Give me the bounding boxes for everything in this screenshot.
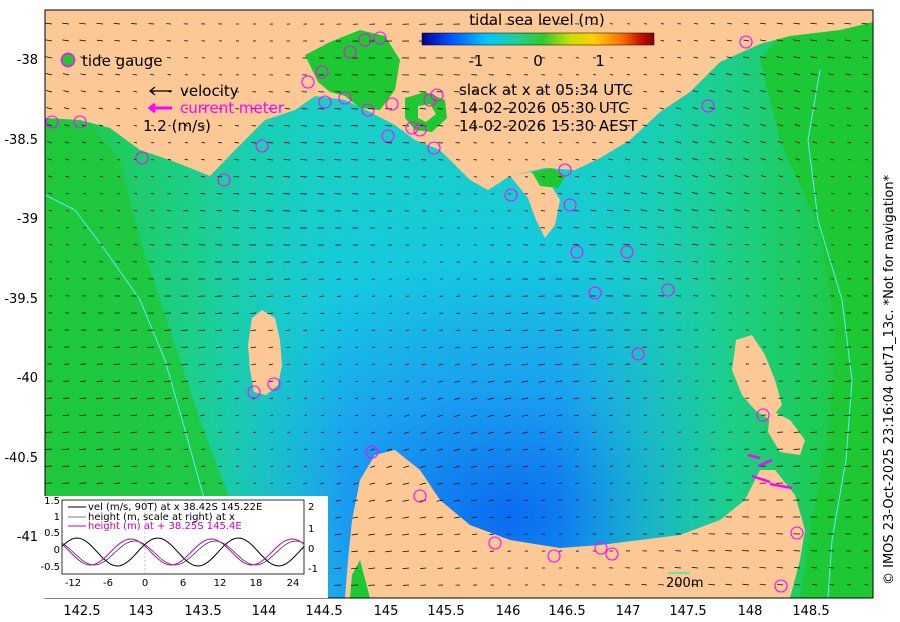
inset-velocity-curve bbox=[61, 537, 305, 567]
inset-x-tick: -12 bbox=[65, 578, 81, 589]
x-tick-label: 146.5 bbox=[548, 604, 585, 619]
colorbar-tick: -1 bbox=[469, 52, 484, 70]
y-tick-label: -39 bbox=[17, 212, 38, 227]
inset-x-tick: 12 bbox=[214, 578, 227, 589]
x-tick-label: 144 bbox=[252, 604, 277, 619]
colorbar-tick: 1 bbox=[595, 52, 605, 70]
mainland-land bbox=[45, 10, 873, 190]
inset-x-tick: -6 bbox=[103, 578, 113, 589]
legend-tide-gauge: tide gauge bbox=[82, 52, 163, 70]
y-tick-label: -38 bbox=[17, 53, 38, 68]
current-meter-icon bbox=[147, 102, 172, 114]
inset-x-tick: 0 bbox=[142, 578, 148, 589]
info-slack: slack at x at 05:34 UTC bbox=[459, 81, 633, 99]
inset-y-tick: -0.5 bbox=[40, 562, 60, 573]
scale-bar-label: 200m bbox=[666, 576, 703, 591]
inset-x-tick: 6 bbox=[180, 578, 186, 589]
inset-y2-tick: -1 bbox=[308, 564, 318, 575]
inset-x-tick: 18 bbox=[250, 578, 263, 589]
inset-y2-tick: 2 bbox=[308, 502, 314, 513]
x-tick-label: 143 bbox=[129, 604, 154, 619]
x-tick-label: 145 bbox=[374, 604, 399, 619]
inset-y-tick: 0.5 bbox=[44, 528, 60, 539]
x-tick-label: 147 bbox=[616, 604, 641, 619]
legend-scale: 1.2 (m/s) bbox=[143, 117, 211, 135]
velocity-arrow-icon bbox=[149, 86, 172, 96]
y-tick-label: -38.5 bbox=[4, 133, 38, 148]
colorbar-tick: 0 bbox=[533, 52, 543, 70]
tide-gauges bbox=[45, 31, 804, 593]
inset-height-x-curve bbox=[61, 540, 305, 566]
inset-y-tick: 0 bbox=[54, 545, 60, 556]
inset-y2-tick: 0 bbox=[308, 544, 314, 555]
colorbar bbox=[421, 32, 655, 46]
legend-velocity: velocity bbox=[180, 82, 239, 100]
x-tick-label: 144.5 bbox=[305, 604, 342, 619]
credit-text: © IMOS 23-Oct-2025 23:16:04 out71_13c. *… bbox=[882, 174, 897, 585]
inset-legend-height-plus: height (m) at + 38.25S 145.4E bbox=[88, 521, 242, 532]
inset-y2-tick: 1 bbox=[308, 524, 314, 535]
info-utc: 14-02-2026 05:30 UTC bbox=[459, 99, 629, 117]
inset-timeseries: vel (m/s, 90T) at x 38.42S 145.22E heigh… bbox=[40, 496, 328, 598]
x-tick-label: 143.5 bbox=[184, 604, 221, 619]
x-tick-label: 148.5 bbox=[792, 604, 829, 619]
inset-legend-vel: vel (m/s, 90T) at x 38.42S 145.22E bbox=[88, 502, 262, 513]
current-meters bbox=[747, 453, 793, 490]
y-tick-label: -40 bbox=[17, 371, 38, 386]
y-tick-label: -39.5 bbox=[4, 292, 38, 307]
colorbar-title: tidal sea level (m) bbox=[469, 11, 604, 29]
x-tick-label: 147.5 bbox=[669, 604, 706, 619]
inset-height-plus-curve bbox=[61, 538, 305, 566]
info-aest: 14-02-2026 15:30 AEST bbox=[459, 117, 638, 135]
x-tick-label: 145.5 bbox=[427, 604, 464, 619]
x-tick-label: 148 bbox=[738, 604, 763, 619]
inset-x-tick: 24 bbox=[287, 578, 300, 589]
inset-legend-height-x: height (m, scale at right) at x bbox=[88, 512, 235, 523]
inset-y-tick: 1.5 bbox=[44, 496, 60, 507]
king-island bbox=[248, 310, 282, 395]
x-tick-label: 146 bbox=[496, 604, 521, 619]
inset-y-tick: 1 bbox=[54, 512, 60, 523]
tide-gauge-icon bbox=[60, 52, 76, 68]
y-tick-label: -40.5 bbox=[4, 451, 38, 466]
y-tick-label: -41 bbox=[17, 530, 38, 545]
tasmania-land bbox=[345, 450, 805, 598]
legend-current-meter: current meter bbox=[180, 99, 285, 117]
x-tick-label: 142.5 bbox=[63, 604, 100, 619]
flinders-island bbox=[732, 335, 782, 420]
